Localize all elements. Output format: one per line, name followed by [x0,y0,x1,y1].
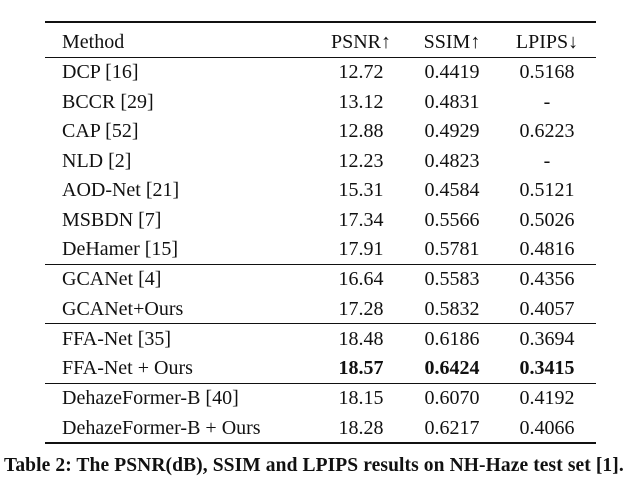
cell-value: 0.5832 [424,297,480,320]
cell-value: 0.5026 [519,208,575,231]
header-rule [45,57,596,58]
cell-value: PSNR↑ [330,31,392,53]
row-label: MSBDN [7] [62,208,162,231]
row-label: GCANet [4] [62,268,162,290]
cell-value: 0.4419 [424,61,480,83]
row-label: DeHamer [15] [62,238,179,260]
cell-value: 0.3694 [519,327,575,350]
cell-value: SSIM↑ [423,31,481,53]
cell-value: 0.4816 [519,238,575,260]
cell-value: 13.12 [338,90,384,113]
cell-value: 0.6217 [424,416,480,439]
cell-value: - [543,149,551,172]
row-label: NLD [2] [62,149,132,172]
cell-value: 0.3415 [519,357,575,379]
cell-value: 0.4584 [424,179,480,201]
top-rule [45,21,596,23]
group-rule [45,323,596,324]
cell-value: 12.88 [338,120,384,142]
cell-value: 0.5168 [519,61,575,83]
group-rule [45,382,596,384]
cell-value: 0.4057 [519,297,575,320]
cell-value: 0.4831 [424,90,480,113]
row-label: FFA-Net + Ours [62,357,193,379]
cell-value: 0.6223 [519,120,575,142]
cell-value: 18.57 [338,357,384,379]
cell-value: 0.5121 [519,179,575,201]
cell-value: - [543,90,551,113]
cell-value: 0.5781 [424,238,480,260]
cell-value: 0.4192 [519,387,575,409]
group-rule [45,263,596,265]
cell-value: 0.5566 [424,208,480,231]
cell-value: 0.4066 [519,416,575,439]
cell-value: 12.72 [338,61,384,83]
caption: Table 2: The PSNR(dB), SSIM and LPIPS re… [4,455,624,476]
row-label: FFA-Net [35] [62,327,172,350]
cell-value: 0.5583 [424,268,480,290]
row-label: DCP [16] [62,61,139,83]
row-label: DehazeFormer-B [40] [62,387,239,409]
cell-value: 0.6186 [424,327,480,350]
row-label: AOD-Net [21] [62,179,180,201]
cell-value: 0.4356 [519,268,575,290]
cell-value: 17.34 [338,208,384,231]
row-label: DehazeFormer-B + Ours [62,416,261,439]
cell-value: 0.6424 [424,357,480,379]
cell-value: 0.4823 [424,149,480,172]
row-label: Method [62,31,125,53]
cell-value: 17.91 [338,238,384,260]
row-label: GCANet+Ours [62,297,184,320]
cell-value: LPIPS↓ [515,31,579,53]
cell-value: 0.4929 [424,120,480,142]
cell-value: 18.28 [338,416,384,439]
cell-value: 16.64 [338,268,384,290]
cell-value: 12.23 [338,149,384,172]
cell-value: 18.15 [338,387,384,409]
cell-value: 15.31 [338,179,384,201]
row-label: CAP [52] [62,120,139,142]
cell-value: 0.6070 [424,387,480,409]
bottom-rule [45,442,596,444]
row-label: BCCR [29] [62,90,154,113]
cell-value: 18.48 [338,327,384,350]
cell-value: 17.28 [338,297,384,320]
